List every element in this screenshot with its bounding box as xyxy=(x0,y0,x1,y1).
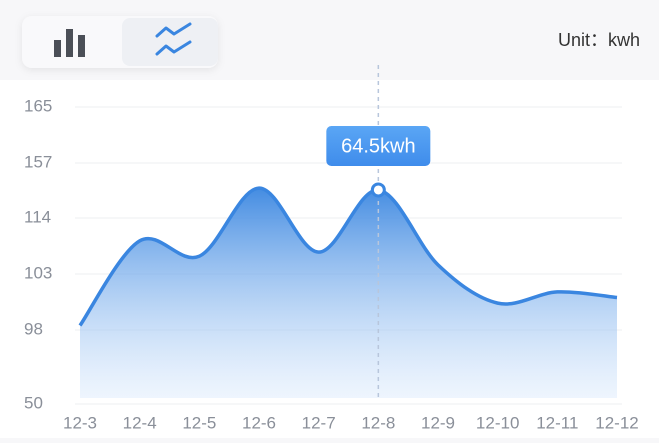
y-tick-label: 157 xyxy=(24,152,52,171)
y-tick-label: 103 xyxy=(24,263,52,282)
unit-label: Unit：kwh xyxy=(558,30,640,50)
tooltip-box xyxy=(326,126,431,166)
bar-view-button[interactable] xyxy=(54,29,85,57)
x-tick-label: 12-10 xyxy=(476,413,519,432)
bar-icon xyxy=(66,29,73,57)
bar-icon xyxy=(54,40,61,57)
x-tick-label: 12-4 xyxy=(123,413,157,432)
view-toggle xyxy=(22,16,218,68)
selected-tab xyxy=(122,18,218,66)
line-icon xyxy=(155,22,192,38)
highlight-point xyxy=(370,182,386,198)
y-tick-label: 98 xyxy=(24,319,43,338)
x-tick-label: 12-3 xyxy=(63,413,97,432)
y-tick-label: 165 xyxy=(24,96,52,115)
x-tick-label: 12-6 xyxy=(242,413,276,432)
bar-icon xyxy=(78,35,85,57)
x-tick-label: 12-11 xyxy=(536,413,578,432)
x-tick-label: 12-7 xyxy=(302,413,336,432)
y-tick-label: 50 xyxy=(24,393,43,412)
area xyxy=(80,188,617,398)
line-view-button[interactable] xyxy=(122,18,218,66)
x-tick-label: 12-12 xyxy=(595,413,638,432)
line-icon xyxy=(155,40,192,56)
line xyxy=(78,186,618,327)
x-tick-label: 12-9 xyxy=(421,413,455,432)
x-tick-label: 12-5 xyxy=(182,413,216,432)
y-tick-label: 114 xyxy=(24,207,51,226)
x-tick-label: 12-8 xyxy=(361,413,395,432)
tooltip-label: 64.5kwh xyxy=(341,135,416,157)
